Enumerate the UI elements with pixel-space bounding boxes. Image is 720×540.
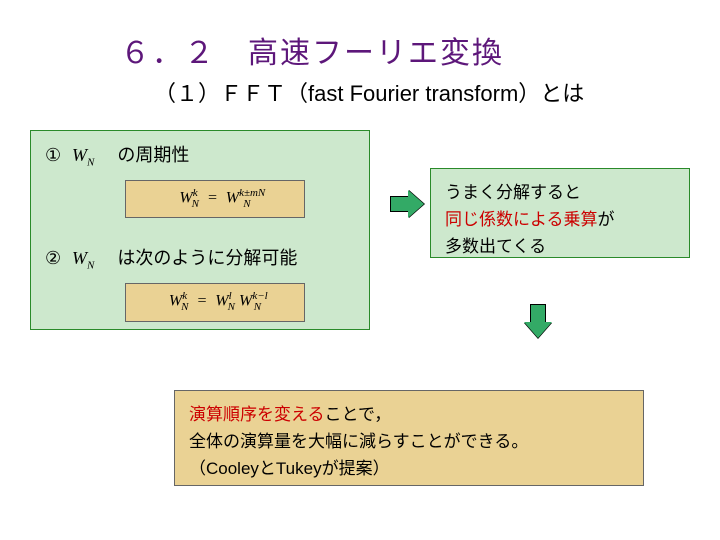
conclusion-line-3: （CooleyとTukeyが提案） [189, 455, 629, 482]
decomposition-note-box: うまく分解すると 同じ係数による乗算が 多数出てくる [430, 168, 690, 258]
conclusion-line-2: 全体の演算量を大幅に減らすことができる。 [189, 428, 629, 455]
circled-number-1: ① [45, 141, 67, 170]
property-1: ① WN の周期性 [45, 141, 355, 172]
properties-box: ① WN の周期性 WkN = Wk±mNN ② WN は次のように分解可能 W… [30, 130, 370, 330]
section-title: ６．２ 高速フーリエ変換 [120, 28, 680, 72]
property-1-text: の周期性 [99, 145, 189, 165]
property-2-text: は次のように分解可能 [99, 248, 297, 268]
property-2: ② WN は次のように分解可能 [45, 244, 355, 275]
note-line-1: うまく分解すると [445, 179, 675, 206]
circled-number-2: ② [45, 244, 67, 273]
wn-symbol: WN [72, 145, 94, 165]
section-subtitle: （１）ＦＦＴ（fast Fourier transform）とは [154, 76, 680, 108]
note-line-2: 同じ係数による乗算が [445, 206, 675, 233]
title-block: ６．２ 高速フーリエ変換 （１）ＦＦＴ（fast Fourier transfo… [120, 28, 680, 108]
note-line-3: 多数出てくる [445, 233, 675, 260]
wn-symbol: WN [72, 248, 94, 268]
formula-decomposition: WkN = WlN Wk−lN [125, 283, 305, 321]
conclusion-line-1: 演算順序を変えることで， [189, 401, 629, 428]
formula-periodicity: WkN = Wk±mNN [125, 180, 305, 218]
conclusion-box: 演算順序を変えることで， 全体の演算量を大幅に減らすことができる。 （Coole… [174, 390, 644, 486]
